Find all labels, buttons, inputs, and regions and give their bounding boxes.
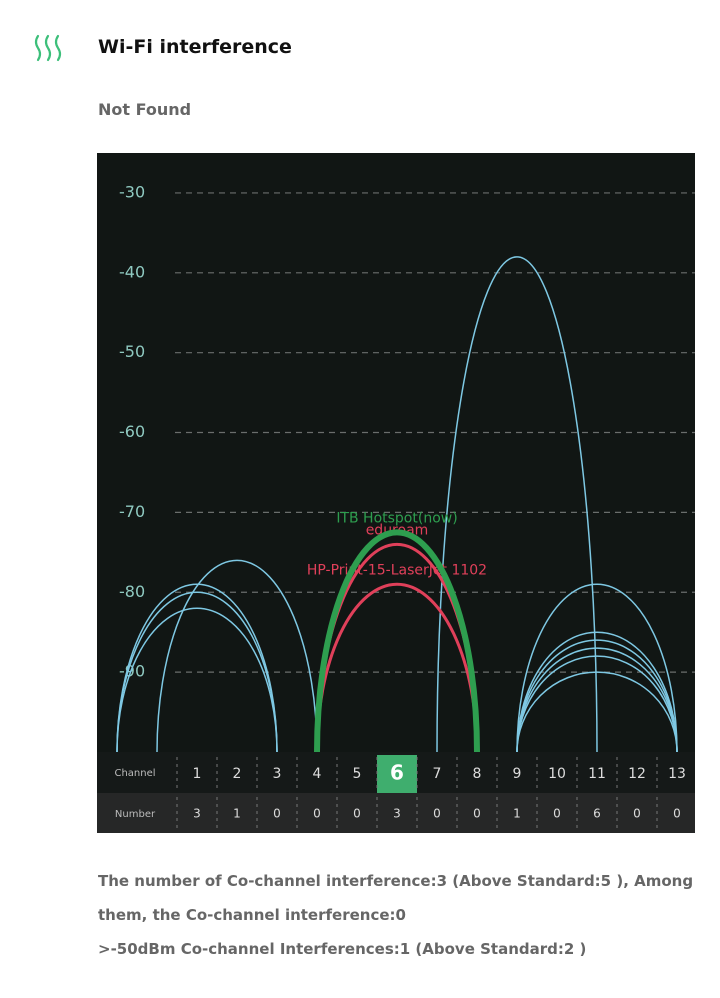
count-label: 0 xyxy=(633,807,641,821)
page-title: Wi-Fi interference xyxy=(98,36,292,58)
channel-label: 7 xyxy=(433,766,442,782)
channel-label: 9 xyxy=(513,766,522,782)
y-tick-label: -70 xyxy=(119,502,145,521)
channel-label: 6 xyxy=(390,761,404,785)
y-tick-label: -60 xyxy=(119,422,145,441)
network-curve xyxy=(516,583,678,753)
channel-label: 12 xyxy=(628,766,646,782)
network-curve xyxy=(516,671,678,753)
network-curve xyxy=(156,559,318,753)
channel-label: 4 xyxy=(313,766,322,782)
network-curve xyxy=(314,529,480,753)
chart: -30 -40 -50 -60 -70 -80 -90 HP-Print-15-LaserJe… xyxy=(97,153,695,833)
chart-background xyxy=(97,153,695,833)
channel-label: 10 xyxy=(548,766,566,782)
network-curve xyxy=(436,256,598,753)
channel-label: 3 xyxy=(273,766,282,782)
row-label: Channel xyxy=(114,768,155,779)
summary-line: >-50dBm Co-channel Interferences:1 (Abov… xyxy=(98,940,587,958)
count-label: 0 xyxy=(673,807,681,821)
count-label: 1 xyxy=(233,807,241,821)
row-label: Number xyxy=(115,809,156,820)
channel-label: 5 xyxy=(353,766,362,782)
network-curve xyxy=(516,631,678,753)
status-text: Not Found xyxy=(98,100,192,119)
count-label: 3 xyxy=(393,807,401,821)
count-label: 0 xyxy=(353,807,361,821)
count-label: 3 xyxy=(193,807,201,821)
count-label: 6 xyxy=(593,807,601,821)
network-label: ITB Hotspot(now) xyxy=(336,510,457,526)
current-channel xyxy=(377,755,417,793)
count-label: 0 xyxy=(553,807,561,821)
y-tick-label: -90 xyxy=(119,662,145,681)
y-tick-label: -80 xyxy=(119,582,145,601)
channel-label: 2 xyxy=(233,766,242,782)
network-curve xyxy=(516,639,678,753)
count-label: 0 xyxy=(273,807,281,821)
channel-label: 13 xyxy=(668,766,686,782)
summary-line: The number of Co-channel interference:3 … xyxy=(98,872,694,924)
y-tick-label: -50 xyxy=(119,342,145,361)
network-curve xyxy=(516,655,678,753)
network-curve xyxy=(116,591,278,753)
count-label: 0 xyxy=(313,807,321,821)
network-curve xyxy=(116,607,278,753)
network-curve xyxy=(315,582,479,753)
y-tick-label: -30 xyxy=(119,182,145,201)
y-tick-label: -40 xyxy=(119,262,145,281)
channel-label: 8 xyxy=(473,766,482,782)
count-label: 0 xyxy=(473,807,481,821)
number-row xyxy=(97,793,695,833)
network-curve xyxy=(116,583,278,753)
count-label: 0 xyxy=(433,807,441,821)
summary: The number of Co-channel interference:3 … xyxy=(98,864,698,966)
channel-label: 11 xyxy=(588,766,606,782)
wifi-icon xyxy=(34,34,62,62)
channel-label: 1 xyxy=(193,766,202,782)
network-label: HP-Print-15-LaserJet 1102 xyxy=(307,562,487,578)
count-label: 1 xyxy=(513,807,521,821)
network-curve xyxy=(516,647,678,753)
